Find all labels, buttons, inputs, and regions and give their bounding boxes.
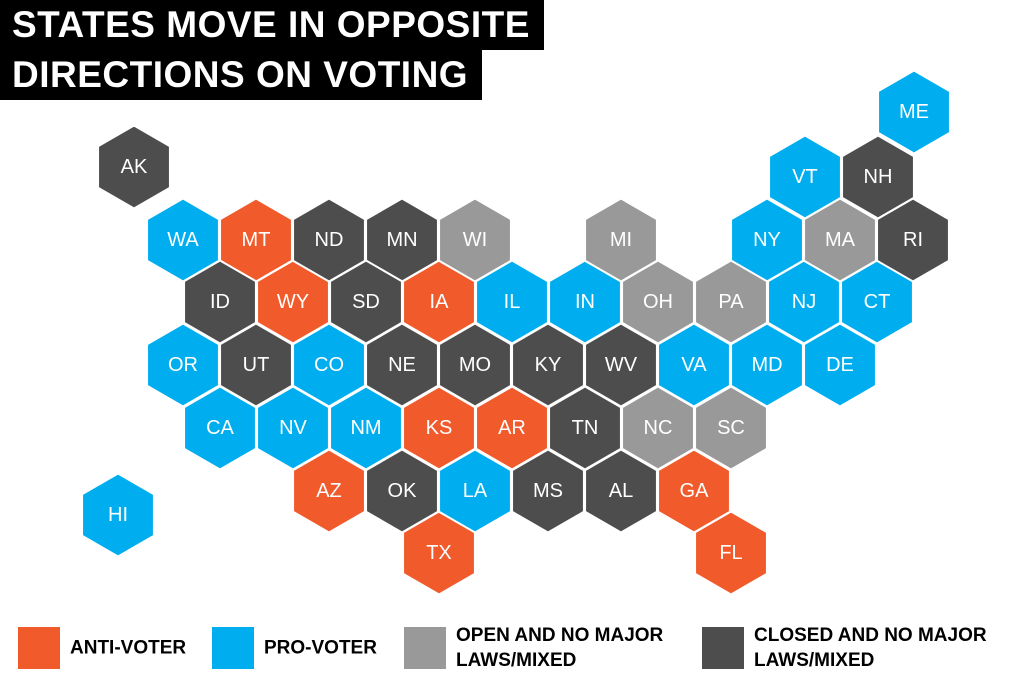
state-label: WA	[167, 229, 199, 251]
state-label: NV	[279, 417, 307, 439]
state-label: NJ	[792, 291, 816, 313]
state-label: TN	[572, 417, 599, 439]
state-label: GA	[680, 480, 710, 502]
state-hex	[146, 322, 220, 408]
state-label: DE	[826, 354, 854, 376]
title-line: STATES MOVE IN OPPOSITE	[0, 0, 544, 50]
state-label: KS	[426, 417, 453, 439]
state-label: IA	[430, 291, 450, 313]
state-hex	[438, 197, 512, 283]
state-label: SC	[717, 417, 745, 439]
state-label: FL	[719, 542, 742, 564]
state-label: AR	[498, 417, 526, 439]
state-hex	[365, 448, 439, 534]
state-label: ND	[315, 229, 344, 251]
state-hex	[438, 322, 512, 408]
state-hex	[694, 259, 768, 345]
state-label: IL	[504, 291, 521, 313]
state-label: VT	[792, 166, 818, 188]
state-hex	[256, 385, 330, 471]
state-label: MT	[242, 229, 271, 251]
legend-swatch	[404, 627, 446, 669]
state-label: CO	[314, 354, 344, 376]
state-label: TX	[426, 542, 452, 564]
state-label: OK	[388, 480, 418, 502]
state-label: MD	[751, 354, 782, 376]
state-hex	[365, 322, 439, 408]
state-label: PA	[718, 291, 744, 313]
state-hex	[81, 472, 155, 558]
state-hex	[803, 197, 877, 283]
state-hex	[511, 322, 585, 408]
state-label: CA	[206, 417, 234, 439]
state-label: NM	[350, 417, 381, 439]
legend-swatch	[212, 627, 254, 669]
state-hex	[876, 197, 950, 283]
title-line: DIRECTIONS ON VOTING	[0, 50, 483, 100]
state-hex	[803, 322, 877, 408]
legend-label: LAWS/MIXED	[456, 650, 576, 671]
state-label: WV	[605, 354, 638, 376]
state-label: NY	[753, 229, 781, 251]
legend-swatch	[702, 627, 744, 669]
state-label: WI	[463, 229, 487, 251]
legend-label: OPEN AND NO MAJOR	[456, 625, 664, 646]
state-label: NE	[388, 354, 416, 376]
state-label: WY	[277, 291, 309, 313]
state-label: MS	[533, 480, 563, 502]
state-label: MO	[459, 354, 491, 376]
legend-swatch	[18, 627, 60, 669]
state-label: HI	[108, 504, 128, 526]
state-label: AL	[609, 480, 633, 502]
state-hex	[292, 197, 366, 283]
state-hex	[219, 322, 293, 408]
state-label: AK	[121, 156, 148, 178]
state-label: NH	[864, 166, 893, 188]
state-label: MI	[610, 229, 632, 251]
state-hex	[146, 197, 220, 283]
state-label: SD	[352, 291, 380, 313]
state-label: VA	[681, 354, 707, 376]
legend-label: CLOSED AND NO MAJOR	[754, 625, 987, 646]
state-label: MA	[825, 229, 856, 251]
legend-label: ANTI-VOTER	[70, 638, 186, 659]
title-block: STATES MOVE IN OPPOSITE DIRECTIONS ON VO…	[0, 0, 544, 100]
state-label: LA	[463, 480, 488, 502]
state-label: RI	[903, 229, 923, 251]
state-label: ME	[899, 101, 929, 123]
state-label: MN	[386, 229, 417, 251]
state-hex	[438, 448, 512, 534]
state-label: ID	[210, 291, 230, 313]
state-hex	[97, 124, 171, 210]
state-label: OR	[168, 354, 198, 376]
legend-label: PRO-VOTER	[264, 638, 377, 659]
state-hex	[694, 385, 768, 471]
state-label: KY	[535, 354, 562, 376]
state-label: OH	[643, 291, 673, 313]
state-label: UT	[243, 354, 270, 376]
state-hex	[621, 259, 695, 345]
state-label: IN	[575, 291, 595, 313]
state-hex	[694, 510, 768, 596]
legend-label: LAWS/MIXED	[754, 650, 874, 671]
state-hex	[877, 69, 951, 155]
state-label: NC	[644, 417, 673, 439]
state-hex	[584, 197, 658, 283]
state-label: AZ	[316, 480, 342, 502]
state-hex	[511, 448, 585, 534]
state-label: CT	[864, 291, 891, 313]
state-hex	[621, 385, 695, 471]
state-hex	[584, 448, 658, 534]
